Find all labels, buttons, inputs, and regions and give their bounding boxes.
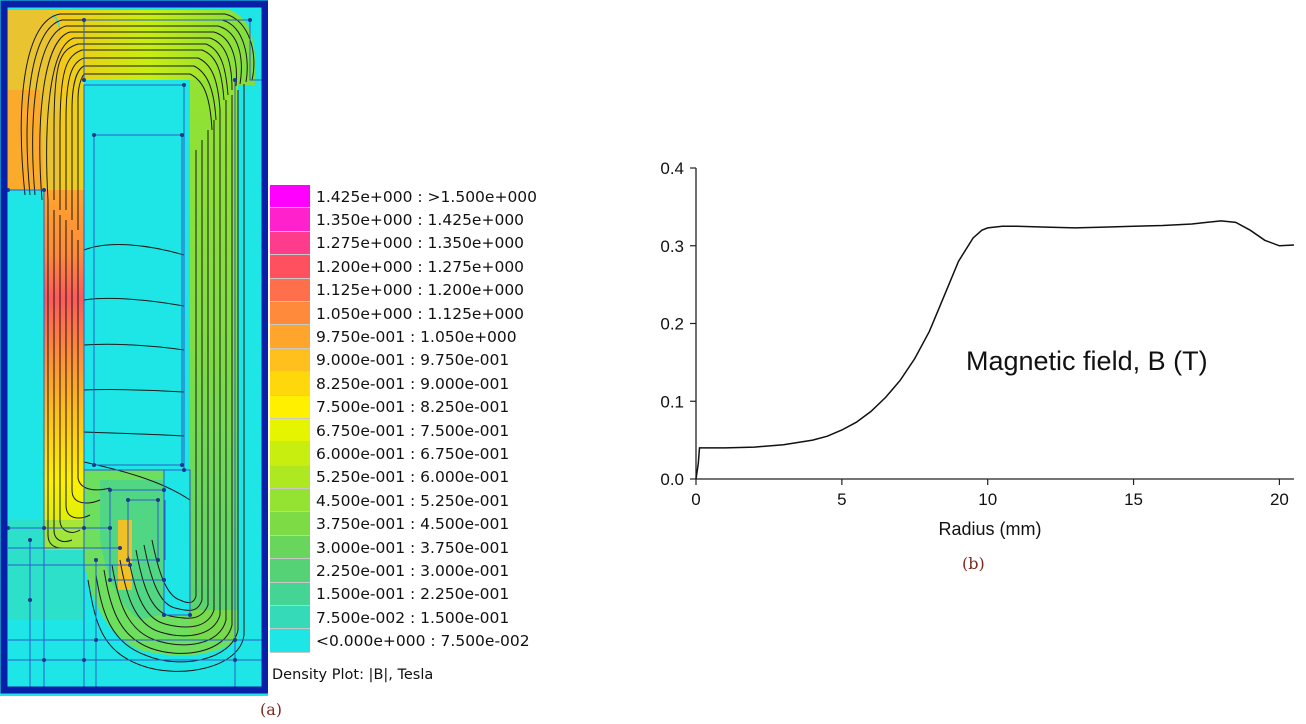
legend-range-label: 9.750e-001 : 1.050e+000 bbox=[316, 328, 517, 347]
chart-series bbox=[695, 220, 1295, 480]
legend-swatch bbox=[270, 442, 310, 466]
y-tick-label: 0.0 bbox=[660, 470, 684, 489]
x-tick-label: 15 bbox=[1124, 490, 1143, 509]
legend-swatch bbox=[270, 465, 310, 490]
legend-swatch bbox=[270, 372, 310, 396]
density-plot bbox=[0, 0, 268, 696]
legend-range-label: 4.500e-001 : 5.250e-001 bbox=[316, 491, 510, 510]
legend-swatch bbox=[270, 489, 310, 513]
y-tick-label: 0.1 bbox=[660, 392, 684, 411]
top-yoke bbox=[40, 10, 255, 190]
legend-swatch bbox=[270, 348, 310, 373]
legend-range-label: 1.125e+000 : 1.200e+000 bbox=[316, 281, 525, 300]
legend-row: <0.000e+000 : 7.500e-002 bbox=[270, 629, 570, 653]
legend-row: 2.250e-001 : 3.000e-001 bbox=[270, 559, 570, 583]
legend-swatch bbox=[270, 301, 310, 326]
legend-swatch bbox=[270, 325, 310, 349]
legend-row: 9.750e-001 : 1.050e+000 bbox=[270, 325, 570, 349]
mesh-nodes bbox=[6, 18, 252, 662]
legend-range-label: 8.250e-001 : 9.000e-001 bbox=[316, 374, 510, 393]
legend-row: 6.000e-001 : 6.750e-001 bbox=[270, 442, 570, 466]
legend-row: 1.350e+000 : 1.425e+000 bbox=[270, 208, 570, 232]
color-legend: 1.425e+000 : >1.500e+000 1.350e+000 : 1.4… bbox=[270, 185, 570, 653]
legend-range-label: 1.350e+000 : 1.425e+000 bbox=[316, 211, 525, 230]
x-axis-label: Radius (mm) bbox=[938, 519, 1041, 539]
legend-swatch bbox=[270, 418, 310, 443]
legend-row: 5.250e-001 : 6.000e-001 bbox=[270, 465, 570, 490]
legend-swatch bbox=[270, 629, 310, 653]
legend-range-label: 2.250e-001 : 3.000e-001 bbox=[316, 561, 510, 580]
y-tick-label: 0.2 bbox=[660, 315, 684, 334]
legend-swatch bbox=[270, 255, 310, 279]
density-caption: Density Plot: |B|, Tesla bbox=[272, 667, 434, 683]
legend-range-label: 3.750e-001 : 4.500e-001 bbox=[316, 515, 510, 534]
legend-row: 1.500e-001 : 2.250e-001 bbox=[270, 582, 570, 607]
legend-range-label: 7.500e-002 : 1.500e-001 bbox=[316, 608, 510, 627]
x-tick-label: 0 bbox=[691, 490, 700, 509]
legend-swatch bbox=[270, 582, 310, 607]
legend-range-label: 1.275e+000 : 1.350e+000 bbox=[316, 234, 525, 253]
legend-row: 9.000e-001 : 9.750e-001 bbox=[270, 348, 570, 373]
legend-swatch bbox=[270, 278, 310, 302]
legend-row: 1.275e+000 : 1.350e+000 bbox=[270, 231, 570, 256]
legend-swatch bbox=[270, 606, 310, 630]
y-tick-label: 0.4 bbox=[660, 159, 684, 178]
legend-swatch bbox=[270, 395, 310, 419]
legend-swatch bbox=[270, 512, 310, 536]
panel-label-a: (a) bbox=[260, 700, 283, 719]
legend-row: 7.500e-002 : 1.500e-001 bbox=[270, 606, 570, 630]
y-tick-label: 0.3 bbox=[660, 237, 684, 256]
legend-row: 3.000e-001 : 3.750e-001 bbox=[270, 535, 570, 560]
plot-frame bbox=[0, 0, 268, 694]
chart-ticks: 0.0 0.1 0.2 0.3 0.4 0 5 10 15 20 bbox=[660, 159, 1289, 509]
geometry-outline bbox=[8, 19, 265, 690]
pole-strip bbox=[44, 190, 84, 550]
legend-swatch bbox=[270, 185, 310, 209]
legend-range-label: 5.250e-001 : 6.000e-001 bbox=[316, 468, 510, 487]
legend-range-label: 1.425e+000 : >1.500e+000 bbox=[316, 187, 538, 206]
legend-range-label: 6.750e-001 : 7.500e-001 bbox=[316, 421, 510, 440]
x-tick-label: 10 bbox=[978, 490, 997, 509]
legend-row: 6.750e-001 : 7.500e-001 bbox=[270, 418, 570, 443]
coil-region bbox=[84, 85, 184, 470]
legend-swatch bbox=[270, 231, 310, 256]
legend-range-label: 7.500e-001 : 8.250e-001 bbox=[316, 398, 510, 417]
panel-label-b: (b) bbox=[962, 554, 985, 573]
legend-range-label: 9.000e-001 : 9.750e-001 bbox=[316, 351, 510, 370]
legend-swatch bbox=[270, 208, 310, 232]
legend-row: 8.250e-001 : 9.000e-001 bbox=[270, 372, 570, 396]
legend-row: 1.200e+000 : 1.275e+000 bbox=[270, 255, 570, 279]
series-line bbox=[695, 220, 1295, 480]
chart-axes bbox=[695, 168, 1294, 480]
legend-row: 1.050e+000 : 1.125e+000 bbox=[270, 301, 570, 326]
legend-range-label: 1.500e-001 : 2.250e-001 bbox=[316, 585, 510, 604]
legend-row: 3.750e-001 : 4.500e-001 bbox=[270, 512, 570, 536]
x-tick-label: 20 bbox=[1270, 490, 1289, 509]
legend-range-label: 1.050e+000 : 1.125e+000 bbox=[316, 304, 525, 323]
legend-row: 4.500e-001 : 5.250e-001 bbox=[270, 489, 570, 513]
legend-range-label: <0.000e+000 : 7.500e-002 bbox=[316, 632, 530, 651]
legend-row: 1.425e+000 : >1.500e+000 bbox=[270, 185, 570, 209]
legend-row: 7.500e-001 : 8.250e-001 bbox=[270, 395, 570, 419]
legend-range-label: 1.200e+000 : 1.275e+000 bbox=[316, 257, 525, 276]
legend-row: 1.125e+000 : 1.200e+000 bbox=[270, 278, 570, 302]
legend-range-label: 6.000e-001 : 6.750e-001 bbox=[316, 444, 510, 463]
line-chart: 0.0 0.1 0.2 0.3 0.4 0 5 10 15 20 Radius (mm) Magn… bbox=[660, 159, 1295, 539]
chart-annotation: Magnetic field, B (T) bbox=[966, 346, 1208, 376]
x-tick-label: 5 bbox=[837, 490, 846, 509]
legend-range-label: 3.000e-001 : 3.750e-001 bbox=[316, 538, 510, 557]
legend-swatch bbox=[270, 535, 310, 560]
legend-swatch bbox=[270, 559, 310, 583]
